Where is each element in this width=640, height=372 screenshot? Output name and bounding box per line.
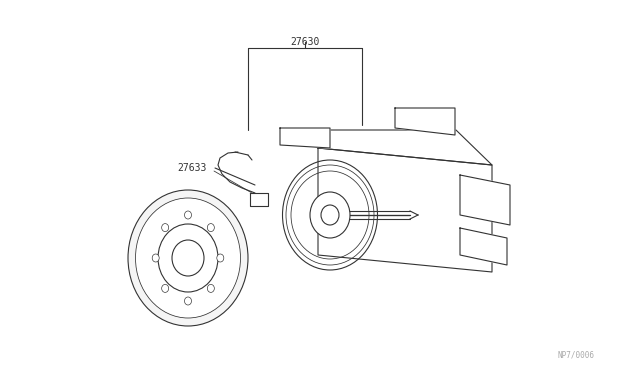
- Polygon shape: [460, 228, 507, 265]
- Ellipse shape: [172, 240, 204, 276]
- Ellipse shape: [321, 205, 339, 225]
- Ellipse shape: [207, 224, 214, 232]
- Ellipse shape: [136, 198, 241, 318]
- Text: NP7/0006: NP7/0006: [558, 350, 595, 359]
- Polygon shape: [395, 108, 455, 135]
- Ellipse shape: [128, 190, 248, 326]
- Text: 27630: 27630: [291, 37, 320, 47]
- Ellipse shape: [162, 224, 169, 232]
- Ellipse shape: [184, 211, 191, 219]
- Text: 27633: 27633: [177, 163, 207, 173]
- Ellipse shape: [158, 224, 218, 292]
- Ellipse shape: [207, 285, 214, 292]
- Ellipse shape: [184, 297, 191, 305]
- Polygon shape: [280, 128, 330, 148]
- Ellipse shape: [152, 254, 159, 262]
- Polygon shape: [318, 148, 492, 272]
- Ellipse shape: [217, 254, 224, 262]
- Polygon shape: [250, 193, 268, 206]
- Ellipse shape: [162, 285, 169, 292]
- Polygon shape: [460, 175, 510, 225]
- Ellipse shape: [310, 192, 350, 238]
- Polygon shape: [282, 130, 492, 165]
